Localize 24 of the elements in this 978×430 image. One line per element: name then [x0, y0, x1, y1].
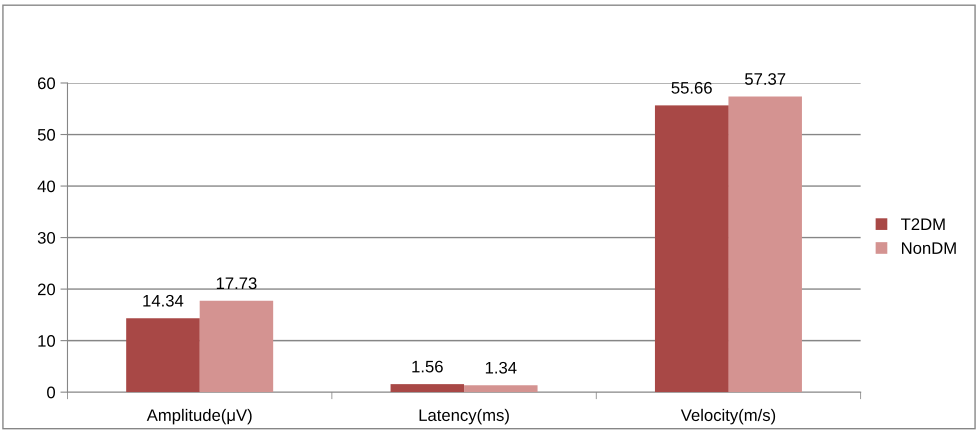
y-tick-label: 0: [47, 386, 56, 398]
data-label: 55.66: [672, 82, 712, 94]
y-tick-label: 30: [38, 232, 56, 244]
legend-label: NonDM: [902, 242, 956, 254]
bar: [390, 384, 464, 392]
bar: [654, 105, 728, 392]
data-label: 1.56: [412, 360, 443, 372]
bar: [728, 96, 802, 392]
y-tick-label: 10: [38, 335, 56, 347]
bar: [464, 385, 538, 392]
y-tick-label: 60: [38, 77, 56, 90]
y-tick-label: 50: [38, 128, 56, 141]
x-tick-label: Velocity(m/s): [680, 408, 776, 424]
data-label: 57.37: [745, 73, 786, 85]
data-label: 1.34: [486, 362, 517, 374]
y-tick-label: 40: [38, 180, 56, 192]
data-label: 14.34: [143, 294, 184, 307]
legend-label: T2DM: [901, 218, 945, 230]
x-tick-label: Amplitude(μV): [146, 408, 252, 424]
data-label: 17.73: [216, 277, 257, 290]
y-tick-label: 20: [38, 284, 56, 296]
x-tick-label: Latency(ms): [420, 408, 509, 424]
bar: [126, 318, 200, 392]
bar: [200, 300, 274, 392]
